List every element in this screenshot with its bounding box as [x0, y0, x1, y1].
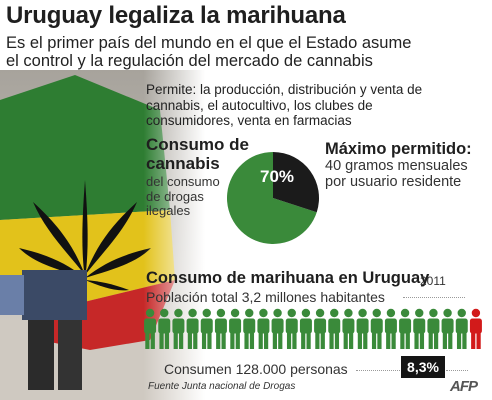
permite-line: cannabis, el autocultivo, los clubes de	[146, 97, 373, 113]
person-icon	[441, 308, 454, 349]
maximo-heading: Máximo permitido:	[325, 140, 472, 158]
maximo-text: 40 gramos mensuales por usuario resident…	[325, 158, 468, 190]
person-icon	[243, 308, 256, 349]
person-icon	[214, 308, 227, 349]
consumers-percent-badge: 8,3%	[401, 356, 445, 378]
person-icon	[200, 308, 213, 349]
consumo-heading: Consumo de cannabis	[146, 135, 249, 173]
population-label: Población total 3,2 millones habitantes	[146, 289, 385, 305]
person-icon	[455, 308, 468, 349]
permite-line: consumidores, venta en farmacias	[146, 113, 352, 128]
consumo-heading-line: Consumo de	[146, 135, 249, 154]
subtitle-line: el control y la regulación del mercado d…	[6, 52, 373, 70]
subtitle-line: Es el primer país del mundo en el que el…	[6, 34, 412, 52]
consumers-label: Consumen 128.000 personas	[164, 361, 348, 377]
pie-percent-label: 70%	[260, 167, 294, 186]
consumo-sub-line: de drogas	[146, 188, 204, 204]
consumo-heading-line: cannabis	[146, 154, 220, 173]
pie-slice-other	[273, 152, 319, 213]
source-note: Fuente Junta nacional de Drogas	[148, 381, 296, 392]
consumo-sub-line: ilegales	[146, 203, 191, 218]
person-icon	[172, 308, 185, 349]
person-icon	[285, 308, 298, 349]
person-icon	[186, 308, 199, 349]
people-pictogram	[144, 308, 482, 349]
consumers-dotted-line	[356, 370, 400, 371]
person-icon	[158, 308, 171, 349]
person-icon	[299, 308, 312, 349]
person-icon	[229, 308, 242, 349]
person-icon	[328, 308, 341, 349]
person-icon	[399, 308, 412, 349]
year-label: 2011	[420, 274, 446, 288]
person-icon	[413, 308, 426, 349]
person-icon-consumer	[469, 308, 482, 349]
permite-line: Permite: la producción, distribución y v…	[146, 82, 423, 97]
page-title: Uruguay legaliza la marihuana	[6, 2, 346, 29]
person-icon	[271, 308, 284, 349]
person-icon	[370, 308, 383, 349]
person-icon	[427, 308, 440, 349]
permite-text: Permite: la producción, distribución y v…	[146, 82, 486, 129]
person-icon	[144, 308, 157, 349]
subtitle: Es el primer país del mundo en el que el…	[6, 34, 486, 70]
pie-slice-cannabis	[227, 152, 317, 244]
person-icon	[356, 308, 369, 349]
uruguay-heading: Consumo de marihuana en Uruguay	[146, 269, 430, 287]
consumo-subtext: del consumo de drogas ilegales	[146, 174, 220, 219]
consumers-dotted-line-right	[446, 370, 468, 371]
consumo-sub-line: del consumo	[146, 174, 220, 189]
maximo-line: por usuario residente	[325, 174, 462, 190]
population-dotted-line	[403, 297, 465, 298]
person-icon	[257, 308, 270, 349]
flag-photo	[0, 70, 205, 400]
person-icon	[342, 308, 355, 349]
pie-chart: 70%	[227, 152, 319, 244]
afp-logo: AFP	[450, 378, 478, 395]
person-icon	[314, 308, 327, 349]
person-icon	[384, 308, 397, 349]
maximo-line: 40 gramos mensuales	[325, 158, 468, 174]
